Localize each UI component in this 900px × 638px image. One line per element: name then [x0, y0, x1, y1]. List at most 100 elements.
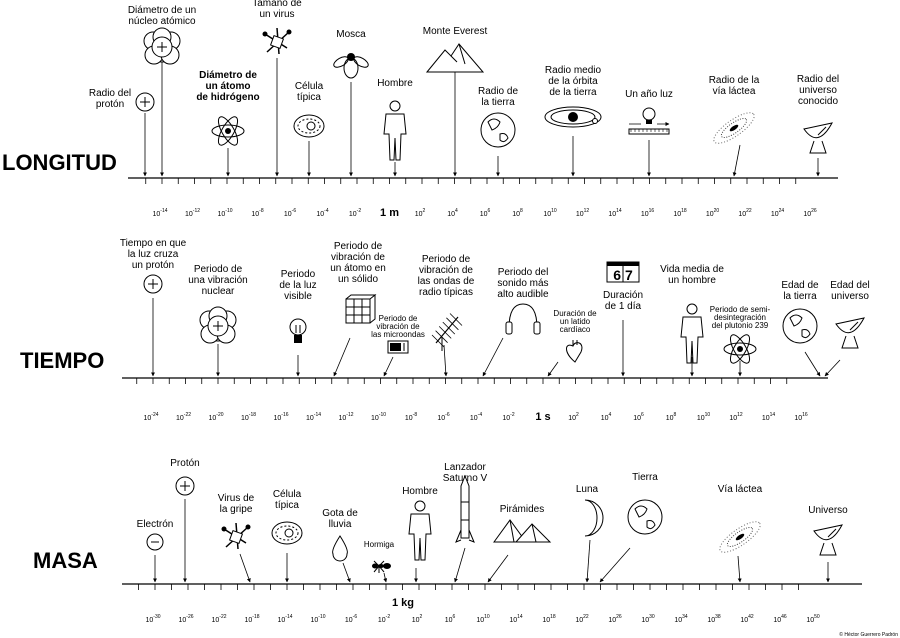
tick-label: 10-8 — [251, 208, 263, 218]
scale-item: Periodo de vibración de las ondas de radio … — [418, 254, 475, 377]
tick-label: 104 — [447, 208, 458, 218]
item-label: Radio medio de la órbita de la tierra — [545, 65, 602, 98]
tick-label: 1014 — [762, 412, 776, 422]
tick-label: 1012 — [576, 208, 590, 218]
item-label: Vía láctea — [718, 484, 763, 495]
item-arrow — [482, 337, 504, 377]
tick-label: 10-12 — [338, 412, 353, 422]
tick-label: 1030 — [641, 614, 655, 624]
item-label: Periodo de vibración de las ondas de radio … — [418, 254, 475, 298]
moon-icon — [584, 499, 604, 537]
tick-label: 1018 — [542, 614, 556, 624]
item-arrow — [547, 361, 559, 377]
tick-label: 1014 — [509, 614, 523, 624]
tick-label: 1022 — [738, 208, 752, 218]
tick-label: 1050 — [806, 614, 820, 624]
item-label: Hormiga — [364, 540, 395, 549]
scale-item: Duración de 1 día 6 7 — [603, 261, 643, 377]
proton-icon — [175, 476, 195, 496]
radio-telescope-icon — [813, 524, 843, 556]
item-label: Tiempo en que la luz cruza un protón — [120, 238, 187, 271]
radio-telescope-icon — [835, 317, 865, 349]
tick-label: 1026 — [803, 208, 817, 218]
item-label: Edad del universo — [830, 280, 869, 302]
item-label: Periodo de semi-desintegración del pluton… — [710, 305, 771, 330]
heart-icon — [566, 340, 583, 363]
scale-item: Célula típica — [293, 81, 325, 177]
earth-icon — [627, 499, 663, 535]
scale-item: Periodo de vibración de las microondas — [371, 314, 425, 377]
scale-item: Edad del universo — [824, 280, 870, 377]
item-arrow — [383, 356, 394, 377]
scale-item: Radio de la vía láctea — [709, 75, 760, 177]
tick-label: 10-14 — [152, 208, 167, 218]
tick-label: 10-22 — [211, 614, 226, 624]
tick-label: 1026 — [608, 614, 622, 624]
tick-label: 10-2 — [502, 412, 514, 422]
tick-label: 1016 — [641, 208, 655, 218]
tick-label: 108 — [512, 208, 523, 218]
tick-label: 10-20 — [208, 412, 223, 422]
orbit-icon — [544, 106, 602, 128]
scale-item: Vía láctea — [718, 484, 763, 583]
scale-item: Periodo de vibración de un átomo en un sóli… — [330, 241, 386, 377]
fly-icon — [333, 53, 369, 79]
cell-icon — [271, 521, 303, 545]
tick-label: 1010 — [697, 412, 711, 422]
galaxy-icon — [719, 521, 761, 553]
item-label: Pirámides — [500, 504, 544, 515]
item-label: Duración de 1 día — [603, 290, 643, 312]
scale-length: LONGITUD 10-14 10-12 10-10 10-8 10-6 10-4 10-2 1… — [2, 0, 839, 219]
tick-label: 10-2 — [349, 208, 361, 218]
item-label: Virus de la gripe — [218, 493, 255, 515]
item-arrow — [585, 539, 591, 583]
unit-label: 1 kg — [392, 597, 414, 609]
tick-label: 104 — [601, 412, 612, 422]
drop-icon — [332, 535, 348, 562]
scale-time: TIEMPO 10-24 10-22 10-20 10-18 10-16 10-14 10-1… — [20, 238, 870, 423]
scale-item: Tiempo en que la luz cruza un protón — [120, 238, 187, 377]
tick-label: 1042 — [740, 614, 754, 624]
proton-icon — [143, 274, 163, 294]
item-label: Tierra — [632, 472, 658, 483]
scale-item: Periodo de semi-desintegración del pluton… — [710, 305, 771, 377]
headphones-icon — [505, 303, 541, 335]
item-label: Hombre — [377, 78, 413, 89]
man-icon — [680, 303, 704, 364]
item-arrow — [333, 337, 351, 377]
nucleus-icon — [199, 306, 237, 344]
man-icon — [408, 500, 432, 561]
item-label: Periodo del sonido más alto audible — [497, 267, 549, 300]
item-label: Hombre — [402, 486, 438, 497]
rocket-icon — [455, 474, 475, 543]
item-arrow — [487, 554, 509, 583]
electron-icon — [146, 533, 164, 551]
item-arrow — [804, 351, 821, 377]
scale-item: Universo — [808, 505, 848, 583]
tick-label: 10-14 — [277, 614, 292, 624]
tick-label: 10-24 — [143, 412, 158, 422]
scale-item: Célula típica — [271, 489, 303, 583]
tick-label: 10-16 — [273, 412, 288, 422]
scale-item: Diámetro de un núcleo atómico — [128, 5, 196, 177]
proton-icon — [135, 92, 155, 112]
man-icon — [383, 100, 407, 161]
cell-icon — [293, 114, 325, 138]
tick-label: 106 — [633, 412, 644, 422]
tick-label: 1010 — [476, 614, 490, 624]
lightbulb-icon — [289, 318, 307, 343]
tick-label: 102 — [568, 412, 579, 422]
item-arrow — [737, 555, 742, 583]
scale-item: Diámetro de un átomo de hidrógeno — [196, 70, 260, 177]
scale-title: MASA — [33, 548, 98, 573]
scale-mass: MASA 10-30 10-26 10-22 10-18 10-14 10-10 10-6 10… — [33, 458, 862, 624]
scale-item: Radio del universo conocido — [797, 74, 839, 177]
lightbulb-ruler-icon — [628, 107, 669, 135]
atom-icon — [211, 116, 245, 146]
tick-label: 1016 — [794, 412, 808, 422]
scale-item: Hombre — [377, 78, 413, 177]
tick-label: 10-12 — [185, 208, 200, 218]
item-arrow — [824, 359, 841, 377]
pyramids-icon — [493, 519, 552, 543]
